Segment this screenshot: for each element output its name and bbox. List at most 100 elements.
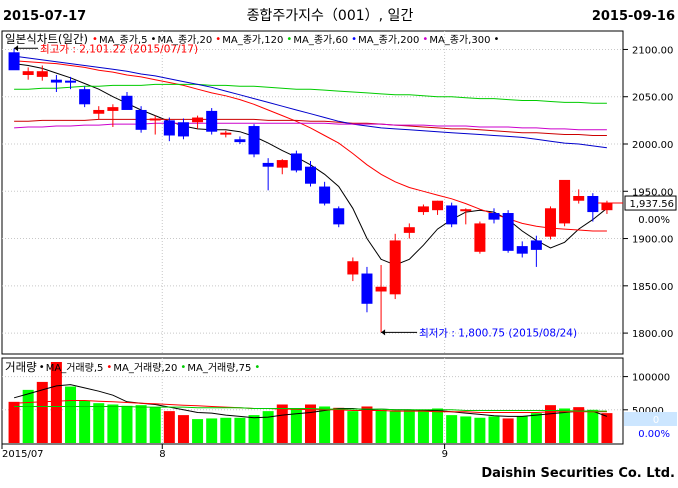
volume-bar — [601, 413, 613, 443]
volume-bar — [206, 418, 218, 443]
ma-line — [14, 83, 607, 104]
current-price-box: 1,937.56 0.00% — [598, 195, 677, 226]
high-low-annotations: 최고가 : 2,101.22 (2015/07/17) 최저가 : 1,800.7… — [14, 43, 577, 339]
price-legend-item: MA_종가,5 — [99, 34, 147, 46]
candle-body — [432, 200, 444, 211]
volume-bar — [573, 407, 585, 443]
volume-bar — [290, 408, 302, 443]
volume-bar — [163, 411, 175, 443]
candle — [333, 206, 345, 228]
candle — [573, 189, 585, 204]
price-legend-item: MA_종가,200 — [358, 34, 419, 46]
price-y-tick-label: 1850.00 — [632, 282, 673, 293]
candle-body — [319, 186, 331, 204]
candlestick-series — [8, 48, 613, 333]
volume-ma-line — [13, 384, 608, 419]
volume-ma-line — [14, 406, 607, 412]
candle-body — [276, 160, 288, 168]
volume-bar — [530, 413, 542, 443]
candle — [347, 257, 359, 282]
volume-bar — [403, 409, 415, 443]
volume-bar — [234, 417, 246, 443]
price-legend: 일본식차트(일간) • MA_종가,5 • MA_종가,20 • MA_종가,120 • MA_… — [5, 32, 499, 46]
current-volume-box-bg — [624, 412, 677, 426]
price-legend-item: MA_종가,120 — [222, 34, 283, 46]
candle-body — [8, 52, 20, 71]
price-legend-item: MA_종가,60 — [293, 34, 348, 46]
price-panel — [1, 30, 624, 355]
candle-body — [333, 208, 345, 225]
candle-body — [248, 126, 260, 155]
candle-body — [135, 109, 147, 130]
candle-body — [50, 79, 62, 83]
price-y-axis: 1800.00 1850.00 1900.00 1950.00 2000.00 2050.… — [623, 45, 673, 340]
current-volume-box: 0 0.00% — [624, 412, 677, 440]
volume-bar — [121, 405, 133, 443]
candle — [432, 200, 444, 215]
candle-body — [206, 110, 218, 132]
candle-body — [601, 203, 613, 211]
volume-bar — [65, 386, 77, 443]
volume-bar — [8, 401, 20, 443]
candle — [530, 235, 542, 267]
volume-bar — [135, 405, 147, 443]
volume-bar — [220, 417, 232, 443]
candle — [403, 223, 415, 239]
candle — [389, 233, 401, 300]
candle — [488, 208, 500, 224]
candle-body — [177, 122, 189, 137]
end-date-label: 2015-09-16 — [592, 9, 675, 24]
candle-body — [347, 261, 359, 275]
volume-bar — [587, 409, 599, 443]
volume-bar — [36, 381, 48, 443]
volume-bar — [544, 405, 556, 443]
candle-body — [36, 71, 48, 77]
volume-bar — [79, 400, 91, 443]
low-arrow — [381, 329, 386, 336]
current-change-label: 0.00% — [638, 215, 670, 226]
candle — [361, 266, 373, 313]
candle — [516, 241, 528, 258]
candle-body — [446, 205, 458, 225]
candle — [460, 208, 472, 225]
volume-y-tick-label: 100000 — [632, 373, 670, 384]
candle — [107, 104, 119, 127]
volume-legend-title: 거래량 — [5, 360, 37, 374]
candle — [474, 221, 486, 254]
candle-body — [417, 206, 429, 213]
candle — [79, 86, 91, 108]
volume-legend: 거래량 • MA_거래량,5 • MA_거래량,20 • MA_거래량,75 • — [5, 360, 260, 374]
volume-bar — [93, 403, 105, 443]
price-legend-item: MA_종가,300 — [429, 34, 490, 46]
candle-body — [389, 240, 401, 295]
candle — [163, 117, 175, 142]
current-price-label: 1,937.56 — [629, 199, 674, 210]
volume-y-tick-label: 50000 — [632, 406, 664, 417]
price-y-tick-label: 1800.00 — [632, 329, 673, 340]
candle — [375, 265, 387, 333]
volume-bar — [488, 416, 500, 443]
x-axis: 2015/07 8 9 — [1, 444, 448, 460]
legend-swatch: • — [106, 362, 112, 373]
candle — [319, 181, 331, 206]
volume-bar — [446, 415, 458, 443]
candle-body — [502, 213, 514, 251]
start-date-label: 2015-07-17 — [3, 9, 86, 24]
volume-ma-line — [14, 400, 607, 413]
high-annotation: 최고가 : 2,101.22 (2015/07/17) — [40, 43, 198, 55]
volume-bar — [22, 389, 34, 443]
volume-bar — [375, 409, 387, 443]
volume-bar — [192, 419, 204, 443]
candle-body — [121, 95, 133, 110]
candle-body — [587, 196, 599, 213]
volume-bar — [149, 407, 161, 443]
candle-body — [305, 166, 316, 184]
x-tick-label: 9 — [442, 449, 448, 460]
legend-swatch: • — [254, 362, 260, 373]
volume-y-axis: 100000 50000 — [623, 373, 670, 417]
legend-swatch: • — [180, 362, 186, 373]
volume-bar — [389, 410, 401, 443]
candle-body — [220, 132, 232, 135]
price-y-tick-label: 1950.00 — [632, 187, 673, 198]
high-arrow — [14, 45, 19, 52]
